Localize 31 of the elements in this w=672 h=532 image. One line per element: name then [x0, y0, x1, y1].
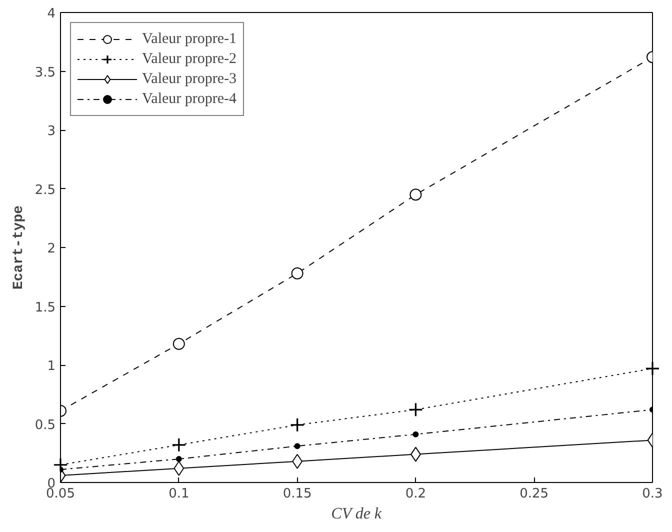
x-tick-label: 0.25	[520, 486, 549, 502]
point	[291, 267, 304, 280]
x-tick-label: 0.15	[282, 486, 312, 502]
legend-label: Valeur propre-4	[142, 90, 237, 108]
point	[294, 443, 300, 450]
point	[408, 402, 423, 417]
y-tick-label: 2.5	[34, 182, 56, 198]
point	[412, 431, 419, 438]
x-tick-label: 0.3	[642, 486, 663, 502]
point	[53, 458, 68, 472]
y-tick-label: 1	[47, 359, 56, 374]
y-tick-label: 3.5	[34, 65, 56, 80]
point	[176, 456, 182, 462]
point	[172, 338, 185, 350]
y-tick-label: 0.5	[34, 418, 56, 433]
y-tick-label: 1.5	[34, 300, 56, 316]
y-tick-label: 4	[47, 6, 56, 22]
point	[172, 438, 186, 452]
point	[290, 418, 305, 432]
legend-label: Valeur propre-3	[142, 70, 237, 88]
x-tick-label: 0.2	[405, 486, 426, 502]
legend-label: Valeur propre-1	[142, 30, 237, 48]
point	[410, 188, 422, 201]
x-tick-label: 0.1	[168, 486, 190, 502]
point	[645, 361, 660, 376]
y-axis-title: Ecart-type	[10, 205, 27, 290]
point	[174, 460, 184, 476]
y-tick-label: 2	[47, 242, 56, 256]
x-axis-title: CV de k	[331, 506, 382, 522]
y-tick-label: 3	[47, 124, 56, 139]
legend-label: Valeur propre-2	[142, 50, 237, 68]
